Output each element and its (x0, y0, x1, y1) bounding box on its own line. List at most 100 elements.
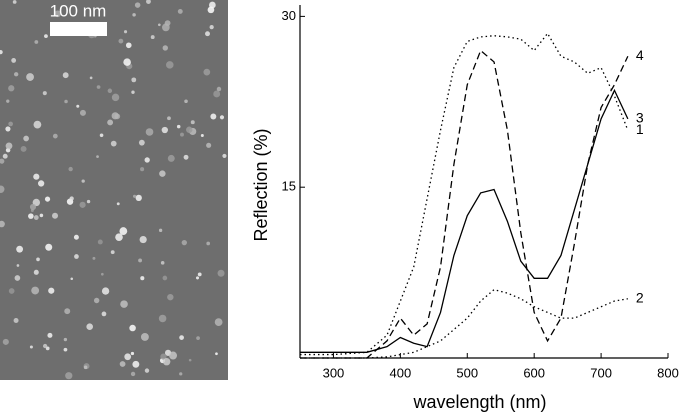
particle (162, 275, 168, 281)
particle (188, 358, 192, 362)
particle (184, 99, 188, 104)
y-tick-label: 15 (282, 179, 296, 194)
particle (167, 116, 171, 121)
particle (101, 311, 107, 317)
particle (99, 133, 104, 138)
scale-bar (50, 22, 107, 36)
particle (217, 269, 225, 277)
particle (139, 235, 147, 244)
particle (26, 73, 34, 81)
particle (48, 287, 55, 294)
particle (219, 115, 225, 120)
particle (130, 351, 135, 356)
particle (0, 50, 3, 55)
particle (140, 333, 149, 341)
particle (107, 88, 113, 93)
particle (93, 297, 100, 304)
particle (164, 20, 171, 27)
particle (52, 133, 58, 139)
particle (11, 57, 17, 63)
sem-image (0, 0, 228, 380)
particle (140, 167, 145, 172)
particle (131, 90, 135, 94)
particle (39, 213, 44, 218)
particle (45, 243, 53, 251)
particle (135, 194, 142, 202)
particle (52, 212, 59, 219)
particle (111, 93, 120, 102)
particle (203, 68, 211, 76)
particle (68, 166, 73, 172)
particle (158, 314, 167, 323)
particle (205, 31, 210, 37)
particle (13, 318, 19, 323)
y-axis-title: Reflection (%) (251, 128, 271, 241)
particle (89, 76, 93, 80)
particle (144, 157, 150, 163)
particle (169, 351, 178, 360)
particle (0, 220, 5, 228)
particle (101, 272, 104, 276)
particle (13, 72, 19, 77)
particle (111, 112, 119, 120)
particle (37, 180, 45, 187)
particle (216, 86, 222, 92)
particle (97, 239, 103, 245)
particle (63, 347, 68, 352)
particle (209, 1, 216, 9)
particle (33, 120, 42, 129)
particle (196, 336, 200, 341)
x-tick-label: 500 (456, 365, 478, 380)
y-tick-label: 30 (282, 8, 296, 23)
particle (64, 308, 71, 315)
particle (14, 275, 21, 281)
particle (209, 24, 214, 30)
particle (16, 245, 24, 253)
x-tick-label: 800 (657, 365, 679, 380)
particle (131, 77, 137, 83)
particle (6, 99, 10, 103)
particle (125, 42, 132, 49)
particle (20, 145, 27, 152)
scale-bar-label: 100 nm (50, 1, 107, 20)
particle (179, 335, 184, 340)
particle (144, 368, 150, 373)
particle (162, 45, 168, 51)
particle (129, 324, 136, 332)
particle (222, 153, 227, 158)
particle (79, 109, 86, 116)
particle (101, 287, 110, 295)
particle (16, 264, 20, 267)
particle (138, 258, 143, 263)
particle (195, 276, 200, 280)
particle (44, 196, 51, 202)
particle (120, 300, 128, 308)
particle (33, 269, 39, 275)
particle (134, 2, 141, 8)
series-line (300, 288, 628, 359)
particle (183, 154, 189, 160)
particle (160, 353, 167, 360)
particle (140, 276, 145, 281)
particle (119, 227, 128, 235)
x-axis-title: wavelength (nm) (412, 392, 546, 412)
particle (116, 202, 120, 206)
series-line (300, 49, 629, 359)
particle (2, 338, 9, 345)
particle (31, 286, 40, 295)
particle (29, 345, 33, 349)
particle (145, 128, 154, 136)
particle (138, 139, 145, 146)
particle (206, 241, 211, 246)
particle (54, 10, 62, 18)
particle (119, 361, 126, 367)
series-label: 3 (636, 110, 644, 126)
particle (28, 213, 34, 219)
particle (162, 357, 171, 366)
particle (165, 61, 174, 69)
particle (5, 126, 11, 132)
particle (214, 318, 223, 327)
series-line (300, 88, 629, 353)
particle (73, 234, 79, 240)
